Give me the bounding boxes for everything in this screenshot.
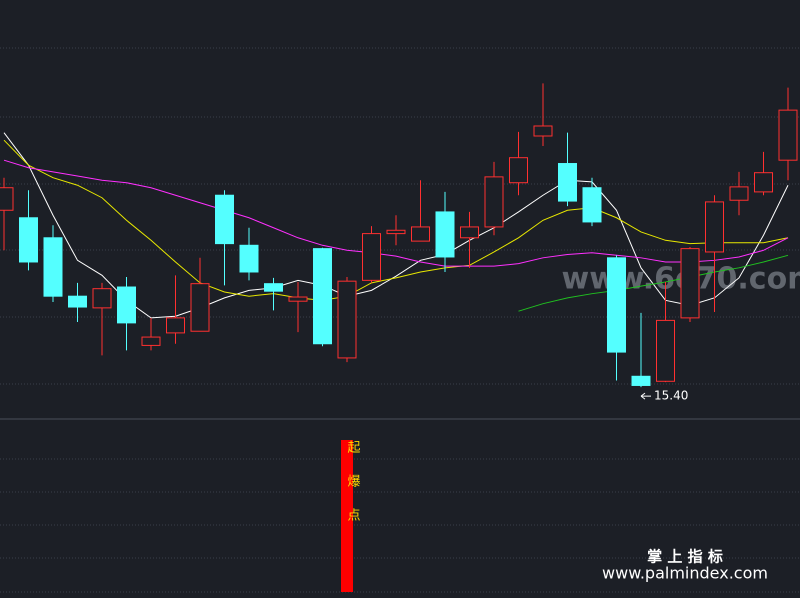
candle-body <box>435 211 455 258</box>
candle-body <box>509 157 528 184</box>
candle-body <box>43 237 63 297</box>
candle-body <box>729 186 749 201</box>
candle-body <box>754 172 773 193</box>
candle-body <box>141 336 161 346</box>
candle-body <box>190 283 210 332</box>
annotation-arrowhead <box>640 392 646 400</box>
candle-body <box>239 244 259 273</box>
candle-body <box>386 229 406 235</box>
brand-title: 掌 上 指 标 <box>647 548 723 566</box>
candle-body <box>631 375 651 386</box>
candle-body <box>288 296 308 302</box>
candle-body <box>215 194 234 245</box>
signal-label: 爆 <box>347 475 360 490</box>
grid <box>0 47 800 593</box>
candle-body <box>680 248 700 319</box>
brand-url: www.palmindex.com <box>602 564 768 583</box>
candle-body <box>460 226 479 239</box>
candle-body <box>533 125 553 137</box>
candle-body <box>778 109 798 161</box>
candle-body <box>582 187 602 223</box>
candle-body <box>166 317 185 334</box>
candle-body <box>337 280 357 359</box>
ma-line <box>3 139 789 301</box>
signal-bar <box>341 440 353 592</box>
candle-body <box>558 163 577 202</box>
candle-body <box>19 217 38 263</box>
candle-body <box>0 187 14 211</box>
candle-body <box>264 283 283 292</box>
candle-body <box>705 201 724 253</box>
candle-body <box>411 226 430 242</box>
candle-body <box>117 286 136 324</box>
low-annotation: 15.40 <box>654 389 688 403</box>
ma-line <box>3 159 789 267</box>
candle-body <box>484 176 504 228</box>
signal-label: 起 <box>347 441 360 456</box>
candle-body <box>607 257 626 353</box>
candle-body <box>92 288 112 309</box>
candle-body <box>68 295 87 308</box>
signal-label: 点 <box>347 509 360 524</box>
candle-body <box>313 248 332 345</box>
ma-line <box>518 254 789 312</box>
candle-body <box>362 233 381 281</box>
candle-body <box>656 319 675 382</box>
